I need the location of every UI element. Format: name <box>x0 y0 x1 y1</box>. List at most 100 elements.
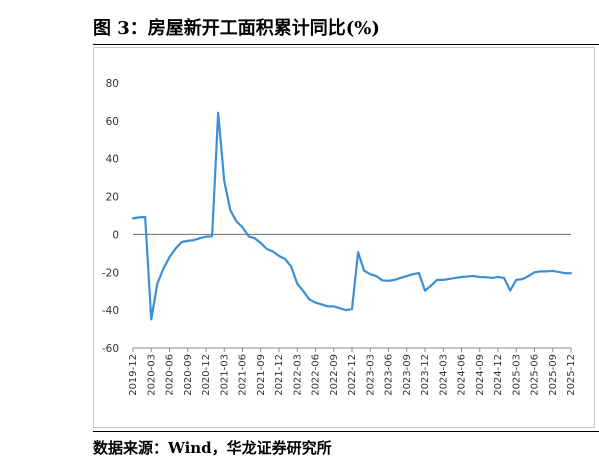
data-point <box>187 240 189 242</box>
figure-title: 图 3：房屋新开工面积累计同比(%) <box>93 18 380 39</box>
data-point <box>497 276 499 278</box>
data-point <box>205 236 207 238</box>
data-point <box>144 216 146 218</box>
data-point <box>418 272 420 274</box>
data-point <box>381 279 384 282</box>
data-point <box>430 284 432 287</box>
x-tick-label: 2024-12 <box>493 354 504 396</box>
y-tick-label: 20 <box>106 192 119 204</box>
x-tick-label: 2024-03 <box>438 354 449 396</box>
x-tick-label: 2020-12 <box>201 354 212 396</box>
x-tick-label: 2024-09 <box>475 354 486 396</box>
y-tick-label: -40 <box>102 305 119 317</box>
data-point <box>193 239 195 241</box>
data-point <box>272 250 274 253</box>
data-point <box>473 275 475 277</box>
y-axis: -60 -40 -20 0 20 40 60 80 <box>102 78 119 355</box>
data-point <box>466 275 469 278</box>
data-point <box>229 209 231 211</box>
data-point <box>266 248 268 250</box>
data-point <box>174 248 177 250</box>
y-tick-label: 40 <box>106 154 119 166</box>
data-point <box>357 251 359 253</box>
series-line <box>131 111 573 321</box>
data-point <box>546 270 548 272</box>
data-point <box>564 272 566 274</box>
data-point <box>247 235 250 237</box>
x-axis: 2019-12 2020-03 2020-06 2020-09 2020-12 2021-… <box>128 233 577 396</box>
x-tick-label: 2024-06 <box>457 354 468 396</box>
y-tick-label: -60 <box>102 343 119 355</box>
x-tick-label: 2022-12 <box>347 354 358 396</box>
data-point <box>345 309 347 311</box>
data-point <box>217 112 219 114</box>
data-point <box>479 276 481 278</box>
data-point <box>254 237 256 239</box>
source-note: 数据来源：Wind，华龙证券研究所 <box>93 439 332 457</box>
x-tick-label: 2023-06 <box>384 354 395 396</box>
data-point <box>491 277 493 279</box>
x-tick-label: 2021-09 <box>256 354 267 396</box>
data-point <box>424 290 426 292</box>
x-tick-label: 2022-06 <box>311 354 322 396</box>
data-point <box>290 266 292 268</box>
data-point <box>558 271 560 273</box>
x-tick-label: 2019-12 <box>128 354 139 396</box>
x-tick-label: 2021-06 <box>238 354 249 396</box>
y-tick-label: 0 <box>112 229 119 241</box>
data-point <box>235 220 238 222</box>
y-tick-label: -20 <box>102 267 119 279</box>
data-point <box>503 277 505 279</box>
data-point <box>339 307 341 309</box>
x-tick-label: 2025-06 <box>530 354 541 396</box>
data-point <box>333 305 335 307</box>
data-point <box>284 258 286 260</box>
x-tick-label: 2020-03 <box>146 354 157 396</box>
data-point <box>448 278 450 280</box>
plot-area <box>131 111 573 321</box>
data-point <box>552 270 554 272</box>
data-point <box>375 275 377 277</box>
x-tick-label: 2021-03 <box>219 354 230 396</box>
data-point <box>400 277 402 279</box>
data-point <box>570 272 572 274</box>
data-point <box>168 256 171 258</box>
x-tick-label: 2023-09 <box>402 354 413 396</box>
y-tick-label: 80 <box>106 78 119 90</box>
data-point <box>302 290 304 292</box>
chart-frame <box>93 47 595 428</box>
data-point <box>533 271 536 273</box>
data-point <box>278 255 280 257</box>
x-tick-label: 2021-12 <box>274 354 285 396</box>
data-point <box>150 318 152 321</box>
data-point <box>241 226 244 228</box>
data-point <box>308 298 311 301</box>
data-point <box>509 289 511 292</box>
data-point <box>539 270 542 272</box>
data-point <box>436 279 438 281</box>
data-point <box>393 279 396 281</box>
data-point <box>211 235 213 237</box>
data-point <box>442 279 444 281</box>
data-point <box>460 276 463 278</box>
data-point <box>412 273 414 275</box>
data-point <box>132 217 134 219</box>
data-point <box>527 275 530 277</box>
data-point <box>223 180 225 182</box>
data-point <box>515 279 517 281</box>
data-point <box>369 273 371 275</box>
data-point <box>320 303 323 306</box>
x-tick-label: 2025-09 <box>548 354 559 396</box>
x-tick-label: 2022-09 <box>329 354 340 396</box>
x-tick-label: 2020-06 <box>165 354 176 396</box>
data-point <box>327 305 329 307</box>
data-point <box>363 270 365 272</box>
x-tick-label: 2023-12 <box>420 354 431 396</box>
data-point <box>485 276 487 278</box>
data-point <box>521 278 523 280</box>
x-tick-label: 2022-03 <box>292 354 303 396</box>
y-tick-label: 60 <box>106 116 119 128</box>
data-point <box>162 267 165 270</box>
source-rule <box>93 431 599 432</box>
